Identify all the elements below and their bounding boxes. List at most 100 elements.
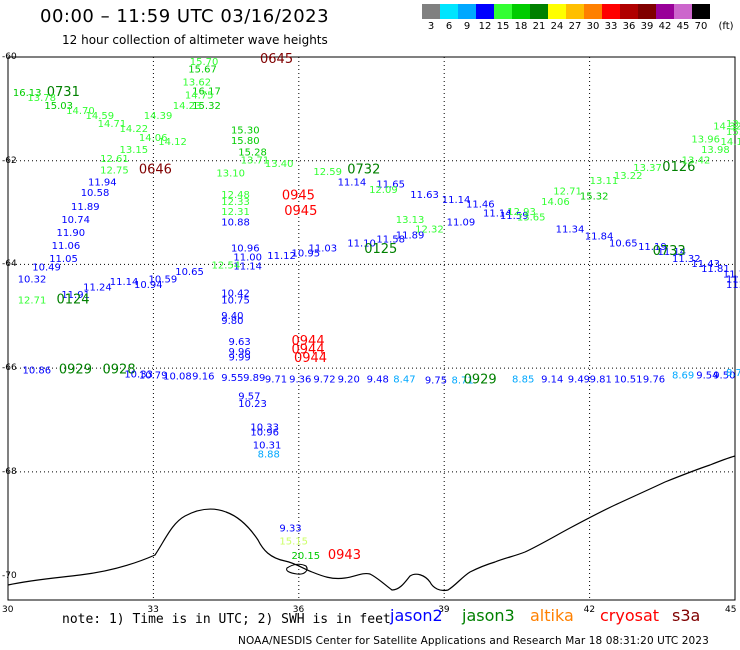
colorbar-label: 15 <box>496 21 510 32</box>
wave-height-label: 10.31 <box>253 441 282 452</box>
colorbar-swatch <box>566 4 584 19</box>
wave-height-label: 10.65 <box>175 267 204 278</box>
wave-height-label: 10.32 <box>18 275 47 286</box>
wave-height-label: 13.10 <box>216 168 245 179</box>
wave-height-label: 10.65 <box>609 238 638 249</box>
wave-height-label: 10.59 <box>149 275 178 286</box>
colorbar-swatch <box>476 4 494 19</box>
wave-height-label: 13.65 <box>517 212 546 223</box>
wave-height-label: 11.32 <box>672 254 701 265</box>
colorbar-unit: (ft) <box>718 21 734 32</box>
wave-height-label: 11.09 <box>447 218 476 229</box>
colorbar <box>422 4 710 19</box>
credit-line: NOAA/NESDIS Center for Satellite Applica… <box>238 635 709 647</box>
pass-time-label: 0928 <box>103 362 136 377</box>
wave-height-label: 15.67 <box>188 65 217 76</box>
wave-height-label: 10.51 <box>614 375 643 386</box>
lon-tick-label: 33 <box>147 605 159 615</box>
wave-height-label: 13.15 <box>119 145 148 156</box>
wave-height-label: 11.34 <box>556 224 585 235</box>
pass-time-label: 0944 <box>292 343 325 358</box>
colorbar-label: 70 <box>694 21 708 32</box>
colorbar-swatch <box>440 4 458 19</box>
colorbar-swatch <box>656 4 674 19</box>
wave-height-label: 13.96 <box>691 135 720 146</box>
colorbar-label: 39 <box>640 21 654 32</box>
lat-tick-label: -62 <box>2 155 17 166</box>
pass-time-label: 0124 <box>56 292 89 307</box>
wave-height-label: 14.06 <box>139 133 168 144</box>
wave-height-label: 20.15 <box>292 551 321 562</box>
wave-height-label: 12.48 <box>221 190 250 201</box>
lon-tick-label: 30 <box>2 605 14 615</box>
wave-height-label: 12.09 <box>369 185 398 196</box>
wave-height-label: 11.05 <box>49 254 78 265</box>
wave-height-label: 9.16 <box>192 372 214 383</box>
wave-height-label: 15.32 <box>580 192 609 203</box>
wave-height-label: 13.19 <box>726 119 740 130</box>
wave-height-label: 10.75 <box>221 295 250 306</box>
colorbar-label: 42 <box>658 21 672 32</box>
wave-height-label: 14.75 <box>185 90 214 101</box>
colorbar-labels: 3 6 9 12 15 18 21 24 27 30 33 36 39 42 45 70 (ft) <box>422 21 740 33</box>
observations-layer: 15.7015.67064513.6216.1714.7515.3214.231… <box>13 52 740 563</box>
pass-time-label: 0929 <box>464 373 497 388</box>
wave-height-label: 11.14 <box>442 195 471 206</box>
wave-height-label: 8.88 <box>258 449 280 460</box>
pass-time-label: 0945 <box>284 204 317 219</box>
wave-height-label: 9.99 <box>229 352 251 363</box>
wave-height-label: 15.30 <box>231 126 260 137</box>
wave-height-label: 10.96 <box>231 243 260 254</box>
wave-height-label: 10.86 <box>23 365 52 376</box>
colorbar-label: 30 <box>586 21 600 32</box>
wave-height-label: 13.71 <box>241 155 270 166</box>
lon-tick-label: 39 <box>438 605 450 615</box>
wave-height-label: 14.22 <box>119 124 148 135</box>
wave-height-label: 11.14 <box>110 277 139 288</box>
wave-height-label: 14.70 <box>66 106 95 117</box>
wave-height-label: 14.17 <box>720 137 740 148</box>
wave-height-label: 9.14 <box>541 375 563 386</box>
wave-height-label: 13.98 <box>701 145 730 156</box>
lat-tick-label: -64 <box>2 259 17 270</box>
wave-height-label: 9.49 <box>568 375 590 386</box>
wave-height-label: 15.32 <box>192 101 221 112</box>
colorbar-label: 36 <box>622 21 636 32</box>
wave-height-label: 11.24 <box>83 282 112 293</box>
wave-height-label: 12.61 <box>100 154 129 165</box>
wave-height-label: 12.59 <box>313 167 342 178</box>
lat-tick-label: -68 <box>2 466 17 477</box>
wave-height-label: 11.10 <box>347 238 376 249</box>
legend-entry-jason2: jason2 <box>390 606 443 625</box>
wave-height-label: 15.03 <box>44 101 73 112</box>
wave-height-label: 14.23 <box>173 101 202 112</box>
wave-height-label: 10.96 <box>250 428 279 439</box>
wave-height-label: 14.32 <box>713 122 740 133</box>
colorbar-swatch <box>638 4 656 19</box>
colorbar-swatch <box>692 4 710 19</box>
lat-tick-label: -60 <box>2 52 17 62</box>
wave-height-label: 15.48 <box>726 127 740 138</box>
wave-height-label: 13.42 <box>682 155 711 166</box>
wave-height-label: 11.19 <box>638 242 667 253</box>
footnote: note: 1) Time is in UTC; 2) SWH is in fe… <box>62 612 391 627</box>
wave-height-label: 9.57 <box>238 391 260 402</box>
wave-height-label: 10.49 <box>32 263 61 274</box>
colorbar-swatch <box>530 4 548 19</box>
wave-height-label: 10.23 <box>238 399 267 410</box>
wave-height-label: 11.65 <box>376 180 405 191</box>
legend-entry-jason3: jason3 <box>462 606 515 625</box>
wave-height-label: 10.95 <box>292 249 321 260</box>
wave-height-label: 10.79 <box>139 371 168 382</box>
wave-height-label: 11.78 <box>723 269 740 280</box>
pass-time-label: 0943 <box>328 548 361 563</box>
wave-height-label: 9.81 <box>590 375 612 386</box>
wave-height-label: 11.89 <box>71 202 100 213</box>
wave-height-label: 13.13 <box>396 215 425 226</box>
wave-height-label: 11.06 <box>52 241 81 252</box>
wave-height-label: 13.22 <box>614 171 643 182</box>
colorbar-swatch <box>512 4 530 19</box>
lon-tick-label: 45 <box>725 605 737 615</box>
legend-entry-altika: altika <box>530 606 574 625</box>
wave-height-label: 14.39 <box>144 111 173 122</box>
